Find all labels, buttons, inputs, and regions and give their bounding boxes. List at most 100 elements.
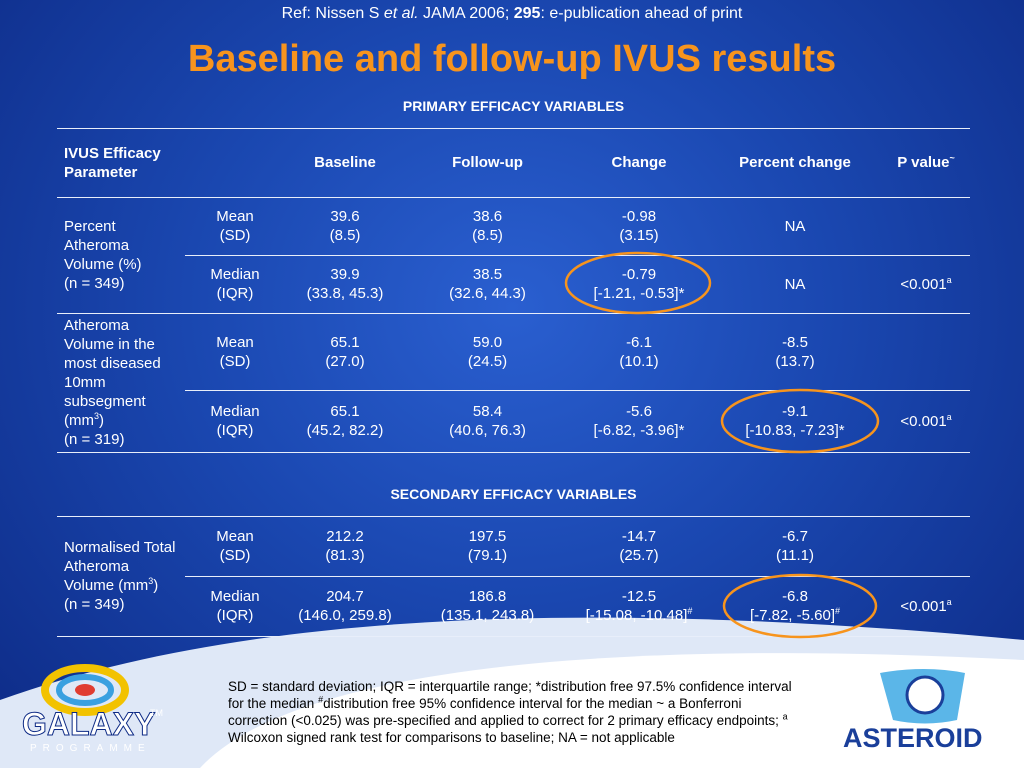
header-text: Percent change: [739, 154, 851, 171]
value-cell: NA: [708, 255, 882, 314]
p-value: <0.001: [900, 275, 947, 293]
reference: Ref: Nissen S et al. JAMA 2006; 295: e-p…: [0, 5, 1024, 23]
value-text: (8.5): [472, 227, 503, 244]
p-value: <0.001: [900, 412, 947, 430]
parameter-text: ): [153, 577, 159, 594]
header-sup: ~: [949, 153, 955, 163]
logo-swirl: [75, 684, 95, 696]
stat-text: (SD): [219, 352, 251, 370]
value-text: 38.6: [472, 208, 503, 225]
p-value-cell: <0.001a: [882, 576, 971, 637]
value-cell: 39.6 (8.5): [285, 197, 405, 256]
value-cell: -5.6 [-6.82, -3.96]*: [570, 390, 708, 453]
value-cell: -14.7 (25.7): [570, 516, 708, 577]
value-text: (135.1, 243.8): [440, 607, 535, 624]
header-cell: Percent change: [708, 128, 882, 198]
ref-journal: JAMA 2006;: [423, 5, 510, 22]
value-cell: 186.8 (135.1, 243.8): [405, 576, 570, 637]
footnote: SD = standard deviation; IQR = interquar…: [228, 678, 803, 746]
value-text: (146.0, 259.8): [298, 607, 392, 624]
stat-text: Median: [210, 403, 260, 420]
header-text: Follow-up: [452, 154, 523, 171]
footnote-sup: #: [318, 694, 324, 705]
value-cell: NA: [708, 197, 882, 256]
stat-cell: Mean (SD): [185, 313, 285, 391]
value-cell: 65.1 (27.0): [285, 313, 405, 391]
header-cell: Follow-up: [405, 128, 570, 198]
value-text: [-6.82, -3.96]*: [593, 422, 685, 439]
parameter-sup: 3: [94, 411, 100, 421]
value-cell: -6.8 [-7.82, -5.60]#: [708, 576, 882, 637]
parameter-text: Normalised Total Atheroma Volume (mm: [64, 539, 176, 594]
parameter-text: ): [99, 412, 105, 429]
header-text: P value: [897, 154, 950, 171]
value-sup: #: [835, 606, 841, 616]
header-text: Baseline: [314, 154, 376, 171]
logo-tm: TM: [150, 708, 163, 718]
value-text: (79.1): [467, 547, 508, 564]
stat-text: Mean: [216, 208, 254, 225]
parameter-text: Percent Atheroma Volume (%): [64, 218, 142, 273]
stat-cell: Median (IQR): [185, 390, 285, 453]
p-value-sup: a: [946, 596, 952, 607]
value-text: -12.5: [621, 588, 657, 605]
value-text: (8.5): [329, 227, 361, 244]
parameter-cell: Atheroma Volume in the most diseased 10m…: [57, 313, 185, 453]
value-cell: 204.7 (146.0, 259.8): [285, 576, 405, 637]
ref-etal: et al.: [383, 5, 419, 22]
parameter-n: (n = 319): [64, 431, 125, 448]
ref-volume: 295: [513, 5, 541, 22]
section-heading: PRIMARY EFFICACY VARIABLES: [57, 82, 971, 129]
p-value-cell: <0.001a: [882, 255, 971, 314]
stat-text: (IQR): [216, 422, 254, 439]
stat-text: Mean: [216, 528, 254, 545]
value-text: -0.79: [621, 266, 657, 283]
parameter-cell: Percent Atheroma Volume (%) (n = 349): [57, 197, 185, 314]
stat-cell: Median (IQR): [185, 576, 285, 637]
value-text: -5.6: [626, 403, 652, 420]
value-text: -14.7: [621, 528, 657, 545]
section-row: SECONDARY EFFICACY VARIABLES: [57, 452, 971, 517]
header-cell: [185, 128, 285, 198]
value-text: -9.1: [782, 403, 808, 420]
value-text: 59.0: [472, 333, 503, 351]
p-value-cell: [882, 516, 971, 577]
value-cell: 59.0 (24.5): [405, 313, 570, 391]
parameter-sup: 3: [148, 576, 154, 586]
value-text: [-15.08, -10.48]: [585, 607, 688, 624]
value-sup: #: [687, 606, 693, 616]
stat-cell: Mean (SD): [185, 516, 285, 577]
parameter-text: Atheroma Volume in the most diseased 10m…: [64, 317, 161, 429]
value-cell: 39.9 (33.8, 45.3): [285, 255, 405, 314]
section-heading: SECONDARY EFFICACY VARIABLES: [57, 452, 971, 517]
p-value-sup: a: [946, 411, 952, 422]
value-text: 197.5: [468, 528, 507, 545]
value-text: (13.7): [775, 352, 815, 370]
value-text: -8.5: [782, 333, 808, 351]
section-row: PRIMARY EFFICACY VARIABLES: [57, 82, 971, 129]
parameter-n: (n = 349): [64, 275, 125, 292]
stat-text: (SD): [219, 227, 251, 244]
value-text: [-1.21, -0.53]*: [593, 285, 685, 302]
header-cell: P value~: [882, 128, 971, 198]
logo-text: ASTEROID: [843, 723, 983, 753]
value-text: -6.8: [782, 588, 808, 605]
value-text: 65.1: [330, 403, 360, 420]
value-text: (27.0): [325, 352, 365, 370]
header-text: Change: [611, 154, 667, 171]
value-text: -0.98: [621, 208, 657, 225]
value-text: (25.7): [619, 547, 659, 564]
stat-text: Mean: [216, 333, 254, 351]
value-text: NA: [784, 275, 806, 293]
value-text: 204.7: [326, 588, 364, 605]
value-cell: -6.7 (11.1): [708, 516, 882, 577]
logo-circle: [905, 675, 945, 715]
title: Baseline and follow-up IVUS results: [187, 38, 837, 80]
stat-text: Median: [210, 588, 260, 605]
value-text: (3.15): [619, 227, 659, 244]
stat-text: (SD): [219, 547, 251, 564]
value-text: 39.9: [330, 266, 360, 283]
stat-text: (IQR): [216, 285, 254, 302]
